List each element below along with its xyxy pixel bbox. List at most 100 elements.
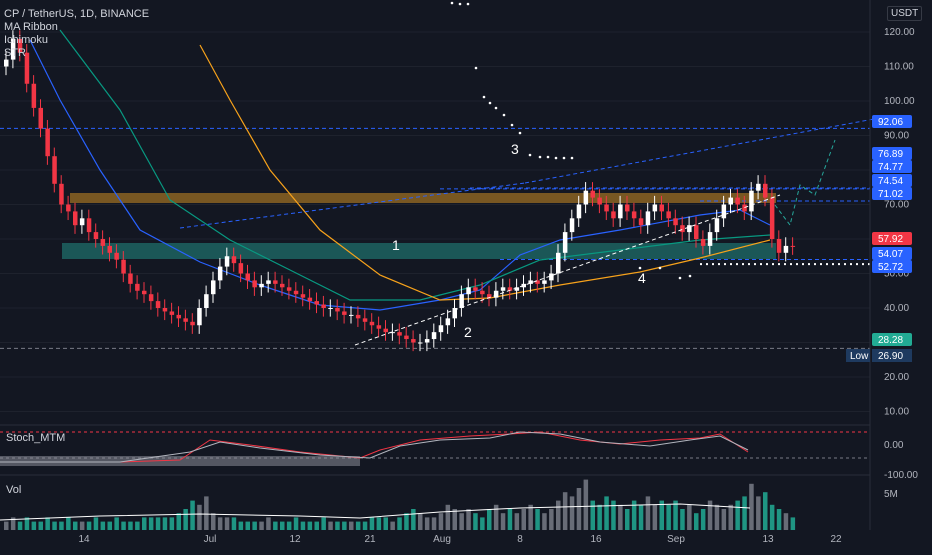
candle-body[interactable]: [549, 273, 554, 281]
time-axis[interactable]: 14 Jul 12 21 Aug 8 16 Sep 13 22: [78, 534, 842, 545]
candle-body[interactable]: [135, 283, 140, 291]
candle-body[interactable]: [652, 204, 658, 212]
candle-body[interactable]: [569, 218, 575, 233]
candle-body[interactable]: [604, 204, 609, 212]
candle-body[interactable]: [93, 232, 99, 239]
candlesticks[interactable]: [4, 30, 796, 352]
trendline-upper-right[interactable]: [524, 114, 897, 184]
candle-body[interactable]: [224, 256, 230, 267]
candle-body[interactable]: [162, 308, 168, 312]
candle-body[interactable]: [776, 239, 782, 253]
vol-title[interactable]: Vol: [6, 484, 22, 496]
candle-body[interactable]: [86, 218, 92, 233]
candle-body[interactable]: [500, 287, 506, 291]
candle-body[interactable]: [211, 280, 216, 295]
candle-body[interactable]: [383, 328, 389, 333]
projection-path[interactable]: [774, 139, 836, 227]
candle-body[interactable]: [728, 197, 734, 205]
candle-body[interactable]: [121, 259, 126, 274]
candle-body[interactable]: [466, 287, 471, 295]
stoch-pane[interactable]: 0.00 -100.00: [0, 431, 918, 481]
candle-body[interactable]: [128, 273, 133, 284]
candle-body[interactable]: [424, 339, 430, 343]
candle-body[interactable]: [783, 245, 789, 253]
candle-body[interactable]: [763, 183, 768, 198]
candle-body[interactable]: [114, 252, 119, 260]
candle-body[interactable]: [369, 321, 375, 326]
candle-body[interactable]: [252, 280, 257, 288]
indicator-ichimoku[interactable]: Ichimoku: [4, 34, 49, 46]
candle-body[interactable]: [183, 318, 188, 322]
candle-body[interactable]: [742, 204, 747, 212]
candle-body[interactable]: [700, 239, 706, 246]
candle-body[interactable]: [390, 332, 395, 334]
candle-body[interactable]: [307, 297, 313, 302]
candle-body[interactable]: [735, 197, 740, 205]
candle-body[interactable]: [707, 232, 713, 246]
candle-body[interactable]: [155, 301, 161, 308]
candle-body[interactable]: [404, 335, 409, 340]
candle-body[interactable]: [528, 280, 533, 284]
candle-body[interactable]: [438, 325, 444, 333]
candle-body[interactable]: [493, 290, 499, 298]
candle-body[interactable]: [231, 256, 237, 264]
candle-body[interactable]: [721, 204, 727, 219]
ma-teal[interactable]: [59, 29, 771, 301]
candle-body[interactable]: [10, 38, 16, 60]
candle-body[interactable]: [611, 211, 616, 219]
candle-body[interactable]: [714, 218, 720, 233]
candle-body[interactable]: [418, 342, 423, 344]
candle-body[interactable]: [459, 294, 464, 308]
candle-body[interactable]: [362, 318, 368, 322]
candle-body[interactable]: [756, 183, 761, 191]
candle-body[interactable]: [542, 280, 547, 284]
ma-orange[interactable]: [199, 44, 771, 301]
candle-body[interactable]: [514, 287, 520, 291]
candle-body[interactable]: [52, 156, 57, 184]
candle-body[interactable]: [73, 211, 78, 226]
candle-body[interactable]: [638, 218, 644, 226]
candle-body[interactable]: [321, 304, 326, 308]
candle-body[interactable]: [431, 332, 437, 340]
candle-body[interactable]: [769, 197, 775, 239]
candle-body[interactable]: [411, 339, 416, 343]
candle-body[interactable]: [625, 204, 630, 212]
candle-body[interactable]: [328, 308, 333, 309]
candle-body[interactable]: [169, 311, 175, 315]
candle-body[interactable]: [355, 314, 361, 319]
candle-body[interactable]: [645, 211, 651, 226]
candle-body[interactable]: [535, 280, 540, 284]
candle-body[interactable]: [217, 266, 223, 281]
candle-body[interactable]: [31, 83, 37, 108]
ma-blue[interactable]: [29, 39, 771, 311]
candle-body[interactable]: [300, 294, 306, 298]
candle-body[interactable]: [480, 290, 485, 295]
candle-body[interactable]: [445, 318, 451, 326]
candle-body[interactable]: [204, 294, 209, 308]
candle-body[interactable]: [266, 280, 271, 284]
candle-body[interactable]: [24, 52, 30, 84]
volume-pane[interactable]: 5M: [0, 479, 898, 530]
candle-body[interactable]: [259, 283, 264, 288]
candle-body[interactable]: [314, 301, 320, 305]
candle-body[interactable]: [293, 290, 299, 295]
candle-body[interactable]: [4, 59, 9, 67]
candle-body[interactable]: [342, 311, 347, 315]
candle-body[interactable]: [790, 245, 796, 247]
stoch-title[interactable]: Stoch_MTM: [6, 432, 66, 444]
candle-body[interactable]: [45, 128, 50, 157]
candle-body[interactable]: [673, 218, 678, 226]
candle-body[interactable]: [562, 232, 568, 253]
candle-body[interactable]: [245, 273, 251, 281]
candle-body[interactable]: [59, 183, 64, 205]
trendline-upper-left[interactable]: [179, 182, 526, 229]
candle-body[interactable]: [286, 287, 292, 291]
candle-body[interactable]: [176, 314, 182, 319]
candle-body[interactable]: [507, 287, 513, 291]
candle-body[interactable]: [556, 252, 561, 274]
candle-body[interactable]: [452, 308, 458, 319]
candle-body[interactable]: [597, 197, 602, 205]
candle-body[interactable]: [473, 287, 478, 291]
candle-body[interactable]: [38, 107, 44, 129]
